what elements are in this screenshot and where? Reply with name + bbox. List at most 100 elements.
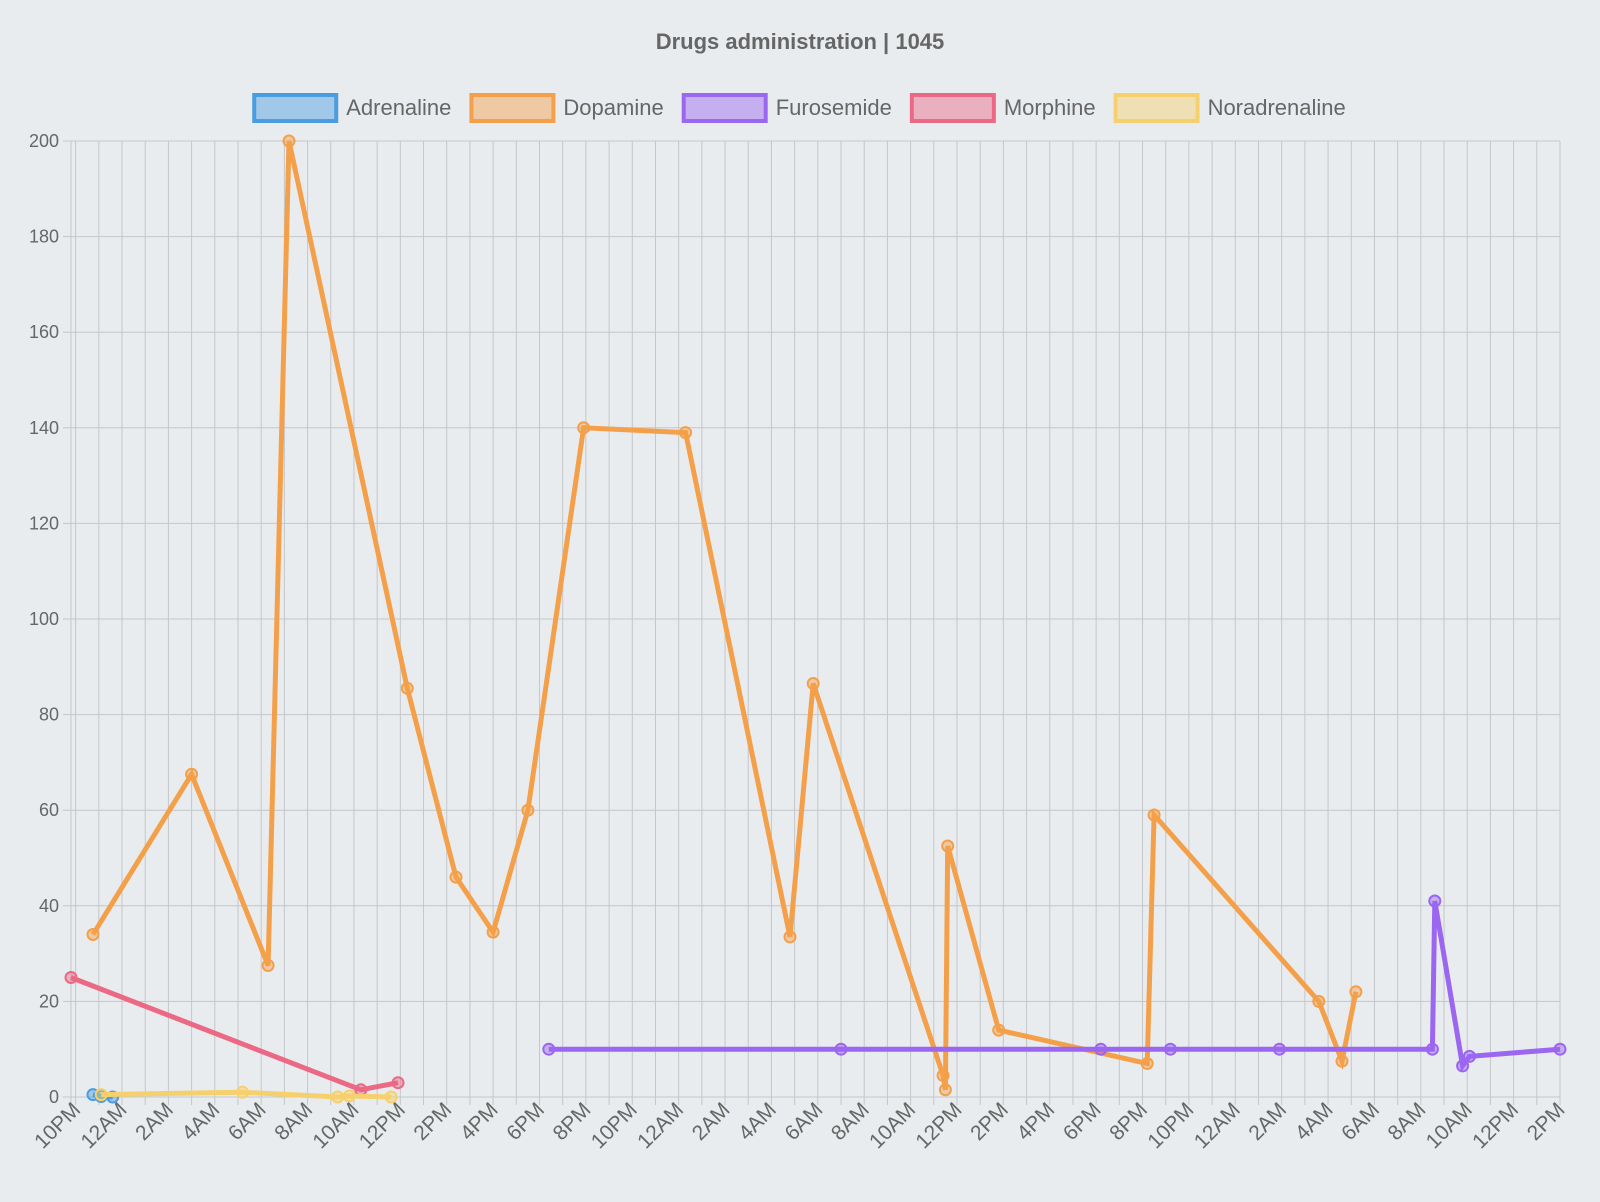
series-line-dopamine: [90, 140, 1359, 1091]
data-point-furosemide[interactable]: [1425, 1042, 1439, 1056]
data-point-dopamine[interactable]: [992, 1023, 1006, 1037]
legend-label: Furosemide: [776, 95, 892, 120]
legend-swatch: [1113, 93, 1200, 123]
data-point-dopamine[interactable]: [185, 767, 199, 781]
data-point-furosemide[interactable]: [1553, 1042, 1567, 1056]
data-point-furosemide[interactable]: [1163, 1042, 1177, 1056]
y-tick-label: 120: [29, 513, 59, 533]
y-tick-label: 100: [29, 609, 59, 629]
grid-lines: [63, 140, 1561, 1105]
x-tick-label: 2PM: [1523, 1098, 1570, 1145]
x-tick-label: 4AM: [178, 1098, 225, 1145]
data-point-furosemide[interactable]: [1428, 894, 1442, 908]
legend-label: Morphine: [1004, 95, 1096, 120]
x-tick-label: 6PM: [1059, 1098, 1106, 1145]
data-point-dopamine[interactable]: [936, 1069, 950, 1082]
x-tick-label: 12AM: [1190, 1098, 1245, 1153]
data-point-morphine[interactable]: [354, 1083, 368, 1097]
series-furosemide: [542, 894, 1567, 1073]
chart-title: Drugs administration | 1045: [656, 29, 945, 54]
data-point-noradrenaline[interactable]: [384, 1090, 398, 1104]
y-tick-label: 40: [39, 896, 59, 916]
data-point-dopamine[interactable]: [486, 925, 500, 939]
data-point-morphine[interactable]: [391, 1076, 405, 1090]
data-point-dopamine[interactable]: [938, 1083, 952, 1097]
data-point-dopamine[interactable]: [783, 930, 797, 944]
legend-item-noradrenaline[interactable]: Noradrenaline: [1113, 93, 1346, 123]
data-point-dopamine[interactable]: [1312, 994, 1326, 1008]
x-tick-label: 12PM: [1468, 1098, 1523, 1153]
data-point-dopamine[interactable]: [86, 928, 100, 941]
x-tick-label: 10AM: [1422, 1098, 1477, 1153]
series-dopamine: [86, 134, 1363, 1097]
legend-item-dopamine[interactable]: Dopamine: [469, 93, 664, 123]
data-point-furosemide[interactable]: [1463, 1049, 1476, 1063]
x-tick-label: 6AM: [781, 1098, 828, 1145]
y-tick-label: 200: [29, 131, 59, 151]
x-tick-label: 2PM: [409, 1098, 456, 1145]
data-point-furosemide[interactable]: [1272, 1042, 1286, 1056]
series-line-morphine: [70, 975, 399, 1093]
legend[interactable]: Adrenaline Dopamine Furosemide Morphine Nora…: [252, 93, 1346, 123]
x-tick-label: 12PM: [355, 1098, 410, 1153]
x-tick-label: 2PM: [966, 1098, 1013, 1145]
legend-swatch: [469, 93, 556, 123]
y-tick-label: 60: [39, 800, 59, 820]
x-tick-label: 6AM: [1337, 1098, 1384, 1145]
data-point-noradrenaline[interactable]: [94, 1088, 108, 1102]
data-point-furosemide[interactable]: [1456, 1059, 1470, 1073]
data-point-dopamine[interactable]: [941, 839, 955, 853]
x-tick-label: 12AM: [633, 1098, 688, 1153]
x-tick-label: 10AM: [308, 1098, 363, 1153]
y-tick-label: 140: [29, 418, 59, 438]
data-point-dopamine[interactable]: [577, 421, 591, 435]
data-point-dopamine[interactable]: [261, 959, 275, 972]
x-tick-label: 6PM: [502, 1098, 549, 1145]
data-point-furosemide[interactable]: [542, 1042, 556, 1056]
legend-item-adrenaline[interactable]: Adrenaline: [252, 93, 451, 123]
data-point-noradrenaline[interactable]: [342, 1089, 356, 1103]
x-tick-label: 12AM: [77, 1098, 132, 1153]
y-tick-label: 160: [29, 322, 59, 342]
data-point-dopamine[interactable]: [449, 870, 463, 884]
data-point-dopamine[interactable]: [521, 803, 535, 817]
data-point-noradrenaline[interactable]: [236, 1085, 250, 1099]
legend-item-furosemide[interactable]: Furosemide: [681, 93, 892, 123]
x-tick-label: 2AM: [1244, 1098, 1291, 1145]
legend-label: Adrenaline: [346, 95, 451, 120]
data-point-dopamine[interactable]: [282, 134, 296, 148]
x-tick-label: 4PM: [1012, 1098, 1059, 1145]
data-point-furosemide[interactable]: [1094, 1042, 1108, 1056]
legend-swatch: [909, 93, 996, 123]
data-point-dopamine[interactable]: [679, 426, 693, 440]
data-point-noradrenaline[interactable]: [331, 1090, 345, 1104]
legend-label: Noradrenaline: [1208, 95, 1346, 120]
x-tick-label: 10PM: [587, 1098, 642, 1153]
data-point-furosemide[interactable]: [834, 1042, 848, 1056]
x-tick-label: 12PM: [911, 1098, 966, 1153]
data-point-dopamine[interactable]: [1335, 1054, 1349, 1068]
x-tick-label: 4PM: [456, 1098, 503, 1145]
x-tick-label: 4AM: [734, 1098, 781, 1145]
legend-swatch: [252, 93, 339, 123]
series-morphine: [64, 971, 405, 1097]
y-tick-label: 80: [39, 705, 59, 725]
data-point-morphine[interactable]: [64, 971, 78, 984]
x-tick-label: 10AM: [865, 1098, 920, 1153]
y-tick-label: 0: [49, 1087, 59, 1107]
x-tick-label: 10PM: [1143, 1098, 1198, 1153]
data-point-dopamine[interactable]: [1349, 985, 1363, 999]
data-series: [64, 134, 1567, 1104]
x-tick-label: 6AM: [224, 1098, 271, 1145]
legend-item-morphine[interactable]: Morphine: [909, 93, 1096, 123]
y-tick-label: 180: [29, 227, 59, 247]
data-point-dopamine[interactable]: [806, 677, 820, 690]
data-point-dopamine[interactable]: [1140, 1057, 1154, 1070]
data-point-dopamine[interactable]: [1147, 808, 1161, 822]
x-tick-label: 4AM: [1291, 1098, 1338, 1145]
series-line-noradrenaline: [101, 1089, 392, 1100]
data-point-dopamine[interactable]: [400, 681, 414, 695]
